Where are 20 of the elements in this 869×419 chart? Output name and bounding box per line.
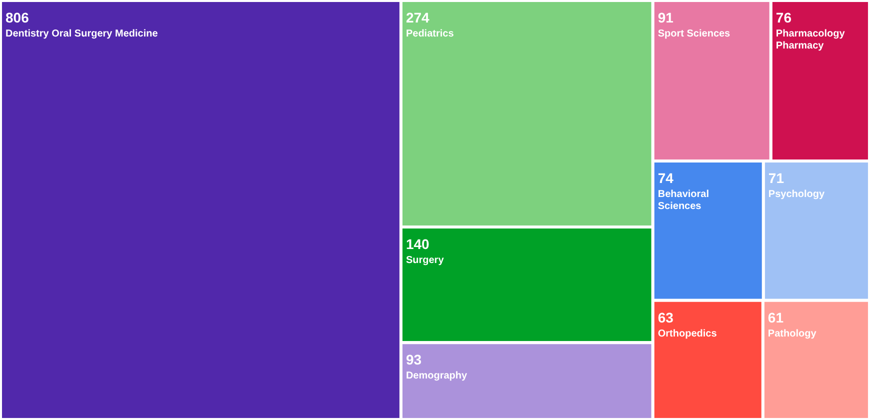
data-label: 274	[406, 10, 430, 26]
category-label: Demography	[406, 370, 468, 382]
category-label: Orthopedics	[658, 328, 718, 340]
category-label: Behavioral Sciences	[658, 188, 710, 212]
category-label: Pharmacology Pharmacy	[776, 28, 846, 52]
data-label: 93	[406, 352, 422, 368]
data-label: 140	[406, 236, 430, 252]
category-label: Surgery	[406, 254, 444, 266]
category-label: Pediatrics	[406, 28, 454, 40]
data-label: 806	[6, 10, 30, 26]
data-label: 61	[768, 309, 784, 326]
data-label: 91	[658, 10, 674, 26]
data-label: 71	[768, 170, 784, 186]
data-label: 63	[658, 309, 674, 326]
category-label: Dentistry Oral Surgery Medicine	[6, 28, 158, 40]
category-label: Psychology	[768, 188, 825, 200]
data-label: 74	[658, 170, 674, 186]
category-label: Sport Sciences	[658, 28, 731, 40]
data-label: 76	[776, 10, 792, 26]
category-label: Pathology	[768, 328, 817, 340]
